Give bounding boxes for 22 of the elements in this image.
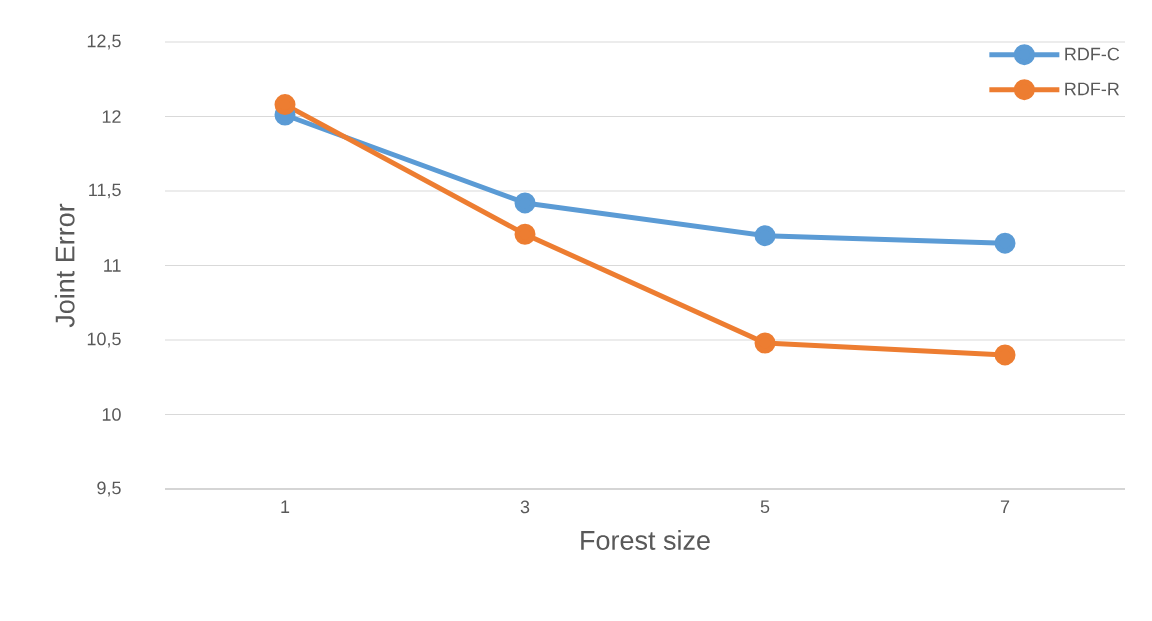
point [754, 225, 776, 247]
point [514, 192, 536, 214]
y-tick-label: 11 [104, 259, 121, 272]
y-tick-label: 11,5 [89, 183, 121, 199]
x-tick-label: 7 [1000, 500, 1010, 513]
x-tick-label: 5 [760, 500, 770, 514]
point [274, 94, 296, 116]
point [994, 344, 1016, 366]
y-axis-title: Joint Error [54, 203, 75, 328]
x-tick-label: 1 [281, 500, 290, 513]
y-tick-label: 12 [102, 110, 121, 123]
y-tick-label: 10 [102, 408, 121, 421]
legend-label: RDF-C [1065, 47, 1120, 61]
x-tick-label: 3 [520, 500, 530, 514]
point [994, 232, 1016, 254]
legend-label: RDF-R [1065, 82, 1119, 96]
point [754, 332, 776, 354]
y-tick-label: 10,5 [87, 332, 121, 348]
point [514, 223, 536, 245]
y-tick-label: 12,5 [87, 34, 121, 50]
y-tick-label: 9,5 [97, 481, 121, 497]
x-axis-title: Forest size [581, 530, 710, 550]
